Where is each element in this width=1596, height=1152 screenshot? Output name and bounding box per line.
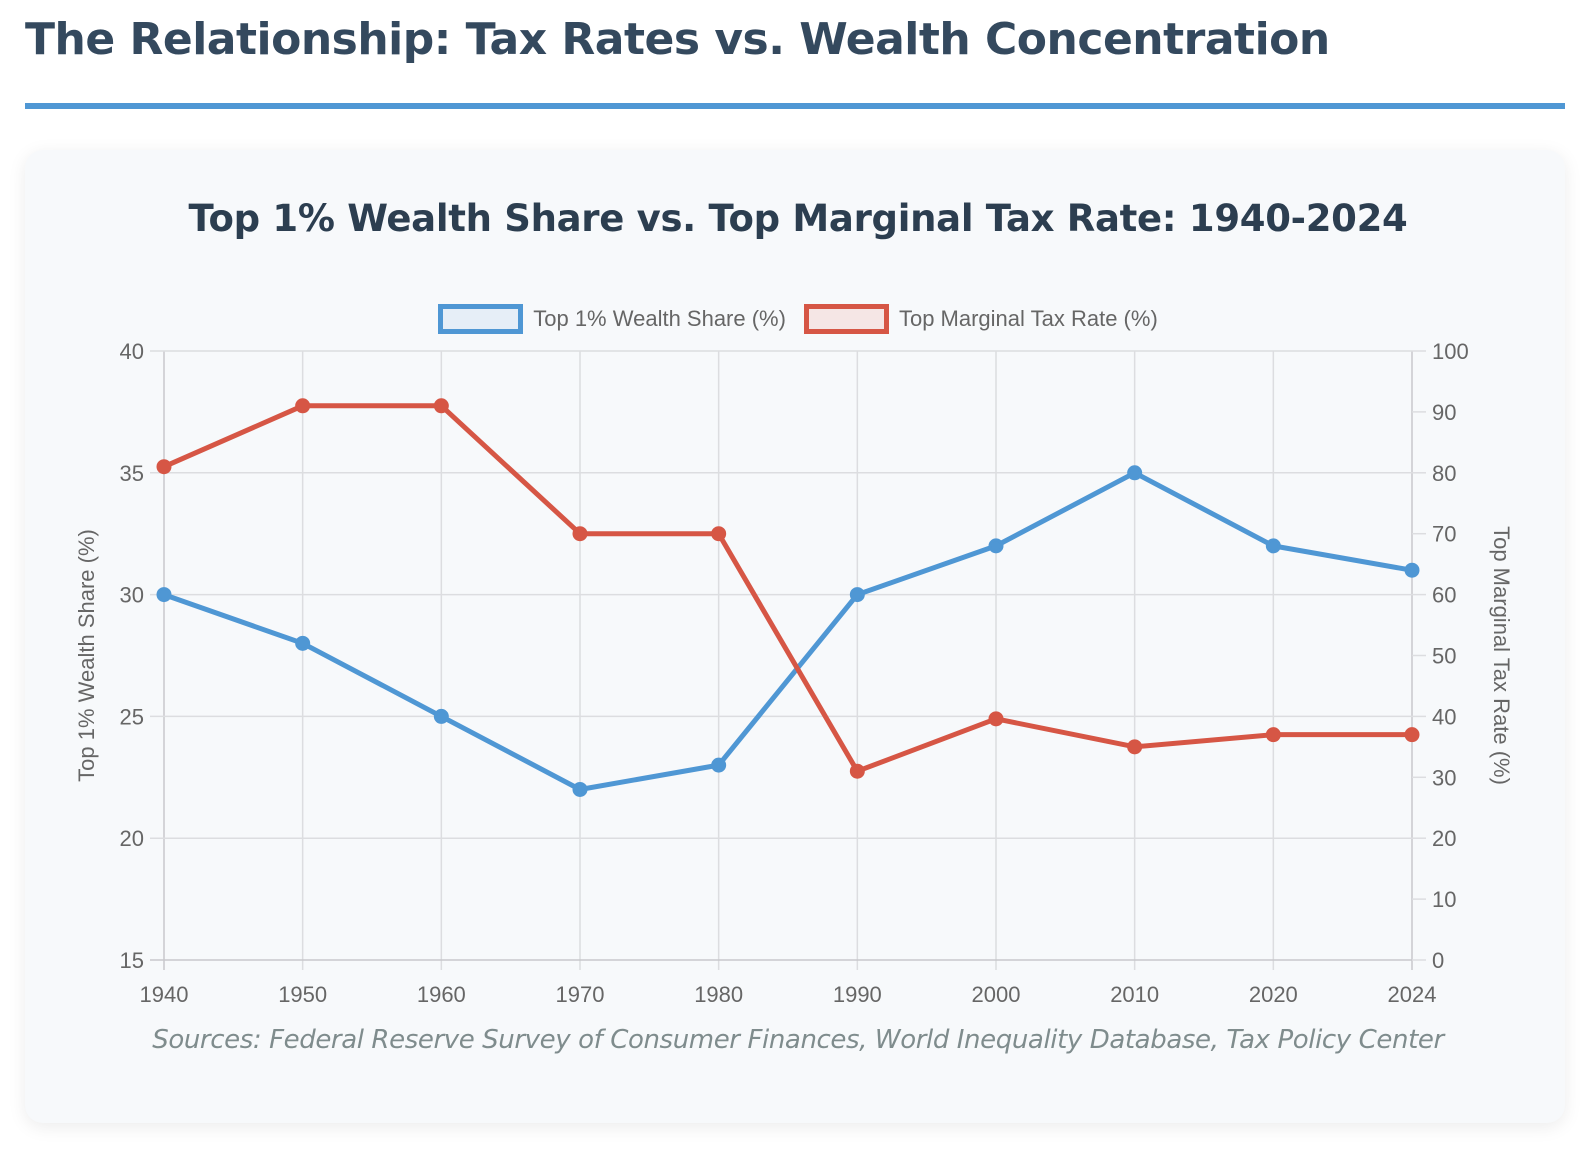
- legend-swatch-wealth-share: [438, 304, 524, 334]
- title-divider: [25, 103, 1565, 109]
- x-tick-label: 2024: [1388, 982, 1437, 1007]
- y-left-tick-label: 35: [120, 461, 144, 486]
- legend-item-wealth-share[interactable]: Top 1% Wealth Share (%): [438, 304, 786, 334]
- y-left-tick-label: 15: [120, 948, 144, 973]
- y-left-axis-title: Top 1% Wealth Share (%): [74, 529, 99, 782]
- x-tick-label: 2000: [972, 982, 1021, 1007]
- series-line: [161, 403, 1415, 774]
- sources-note: Sources: Federal Reserve Survey of Consu…: [152, 1025, 1444, 1055]
- y-right-tick-label: 100: [1432, 339, 1469, 364]
- data-point: [1127, 739, 1143, 755]
- data-point: [849, 763, 865, 779]
- data-point: [572, 781, 588, 797]
- y-right-tick-label: 60: [1432, 583, 1456, 608]
- y-left-tick-label: 25: [120, 704, 144, 729]
- y-left-tick-label: 30: [120, 583, 144, 608]
- data-point: [711, 526, 727, 542]
- y-right-tick-label: 20: [1432, 826, 1456, 851]
- page-title: The Relationship: Tax Rates vs. Wealth C…: [25, 14, 1330, 65]
- legend-label-tax-rate: Top Marginal Tax Rate (%): [898, 306, 1158, 331]
- y-right-tick-label: 40: [1432, 704, 1456, 729]
- data-point: [1404, 562, 1420, 578]
- x-tick-label: 2010: [1110, 982, 1159, 1007]
- data-point: [1265, 727, 1281, 743]
- y-right-tick-label: 50: [1432, 644, 1456, 669]
- data-point: [295, 398, 311, 414]
- x-tick-label: 1940: [140, 982, 189, 1007]
- y-right-tick-label: 0: [1432, 948, 1444, 973]
- data-point: [156, 587, 172, 603]
- x-tick-label: 1950: [278, 982, 327, 1007]
- data-point: [988, 538, 1004, 554]
- data-point: [433, 708, 449, 724]
- y-left-tick-label: 20: [120, 826, 144, 851]
- y-left-tick-label: 40: [120, 339, 144, 364]
- legend-item-tax-rate[interactable]: Top Marginal Tax Rate (%): [803, 304, 1158, 334]
- y-right-tick-label: 80: [1432, 461, 1456, 486]
- x-tick-label: 2020: [1249, 982, 1298, 1007]
- data-point: [156, 459, 172, 475]
- x-tick-label: 1960: [417, 982, 466, 1007]
- y-right-axis-title: Top Marginal Tax Rate (%): [1489, 526, 1514, 785]
- data-point: [433, 398, 449, 414]
- y-right-tick-label: 70: [1432, 522, 1456, 547]
- data-point: [572, 526, 588, 542]
- legend-label-wealth-share: Top 1% Wealth Share (%): [533, 306, 786, 331]
- y-right-tick-label: 90: [1432, 400, 1456, 425]
- data-point: [1265, 538, 1281, 554]
- x-tick-label: 1990: [833, 982, 882, 1007]
- chart-title: Top 1% Wealth Share vs. Top Marginal Tax…: [188, 197, 1408, 240]
- x-tick-label: 1970: [556, 982, 605, 1007]
- data-point: [711, 757, 727, 773]
- data-point: [988, 711, 1004, 727]
- gridlines: [150, 350, 1426, 970]
- data-point: [849, 587, 865, 603]
- series-line: [161, 470, 1415, 792]
- data-point: [295, 635, 311, 651]
- legend-swatch-tax-rate: [803, 304, 889, 334]
- x-tick-label: 1980: [694, 982, 743, 1007]
- series-wealth-share: [156, 465, 1420, 797]
- data-point: [1404, 727, 1420, 743]
- chart-legend: Top 1% Wealth Share (%) Top Marginal Tax…: [0, 304, 1596, 334]
- y-right-tick-label: 30: [1432, 765, 1456, 790]
- series-tax-rate: [156, 398, 1420, 779]
- data-point: [1127, 465, 1143, 481]
- y-right-tick-label: 10: [1432, 887, 1456, 912]
